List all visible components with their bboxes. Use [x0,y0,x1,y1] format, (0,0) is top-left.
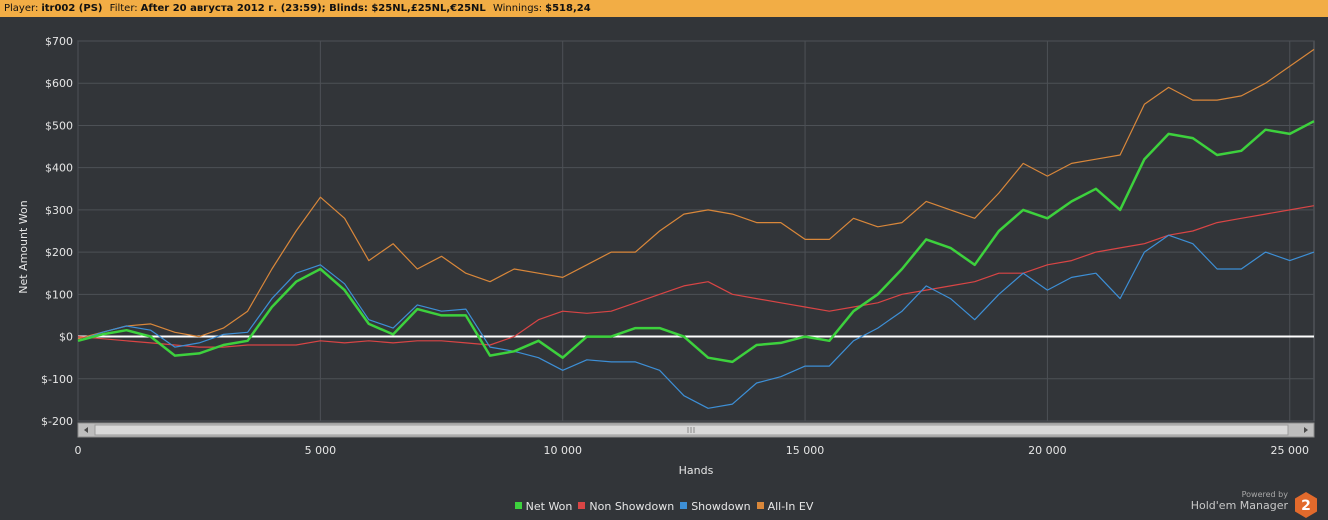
series-line-non-showdown [77,205,1315,348]
legend-label: Net Won [525,500,573,513]
legend-swatch [756,502,764,509]
x-tick-label: 20 000 [1028,444,1067,457]
scroll-right-icon[interactable] [1304,427,1308,433]
scrollbar-grip-icon [687,427,695,433]
legend-item-net-won: Net Won [514,500,573,513]
legend-label: Non Showdown [589,500,675,513]
x-tick-label: 15 000 [786,444,825,457]
legend-swatch [514,502,522,509]
header-bar: Player: itr002 (PS) Filter: After 20 авгус… [0,0,1328,17]
y-axis-tick-labels: $-200 $-100 $0 $100 $200 $300 $400 $500 $600 $700 [41,35,73,428]
logo-number: 2 [1301,498,1311,514]
y-tick-label: $600 [45,77,73,90]
y-tick-label: $-200 [41,415,73,428]
product-name: Hold'em Manager [1190,499,1288,512]
y-tick-label: $500 [45,119,73,132]
x-tick-label: 25 000 [1271,444,1310,457]
horizontal-scrollbar[interactable] [77,422,1315,438]
x-tick-label: 10 000 [543,444,582,457]
y-tick-label: $200 [45,246,73,259]
x-axis-tick-labels: 0 5 000 10 000 15 000 20 000 25 000 [75,444,1310,457]
legend-item-non-showdown: Non Showdown [578,500,674,513]
series-line-net-won [77,120,1315,364]
plot-border [77,40,1315,422]
y-tick-label: $400 [45,162,73,175]
branding: Powered by Hold'em Manager 2 [1188,488,1328,520]
x-tick-label: 0 [75,444,82,457]
y-tick-label: $-100 [41,373,73,386]
series-line-all-in-ev [77,48,1315,340]
y-tick-label: $100 [45,288,73,301]
y-tick-label: $0 [59,331,73,344]
x-tick-label: 5 000 [305,444,337,457]
player-label: Player: [4,3,39,14]
y-tick-label: $300 [45,204,73,217]
chart-legend: Net Won Non Showdown Showdown All-In EV [0,500,1328,514]
legend-swatch [578,502,586,509]
filter-label: Filter: [109,3,138,14]
chart-grid [77,40,1315,422]
hem2-logo-icon: 2 [1295,492,1317,518]
series-line-showdown [77,234,1315,409]
y-tick-label: $700 [45,35,73,48]
scroll-left-icon[interactable] [84,427,88,433]
legend-label: All-In EV [767,500,814,513]
chart-series [77,48,1315,409]
x-axis-label: Hands [679,464,714,477]
winnings-value: $518,24 [545,3,591,14]
legend-label: Showdown [691,500,751,513]
legend-swatch [680,502,688,509]
winnings-label: Winnings: [492,3,543,14]
legend-item-showdown: Showdown [680,500,751,513]
filter-value: After 20 августа 2012 г. (23:59); Blinds… [140,3,486,14]
player-value: itr002 (PS) [41,3,103,14]
y-axis-label: Net Amount Won [17,200,30,293]
legend-item-all-in-ev: All-In EV [756,500,814,513]
powered-by-text: Powered by [1241,490,1288,499]
graph-chart: $-200 $-100 $0 $100 $200 $300 $400 $500 $600 $700… [17,35,1315,477]
